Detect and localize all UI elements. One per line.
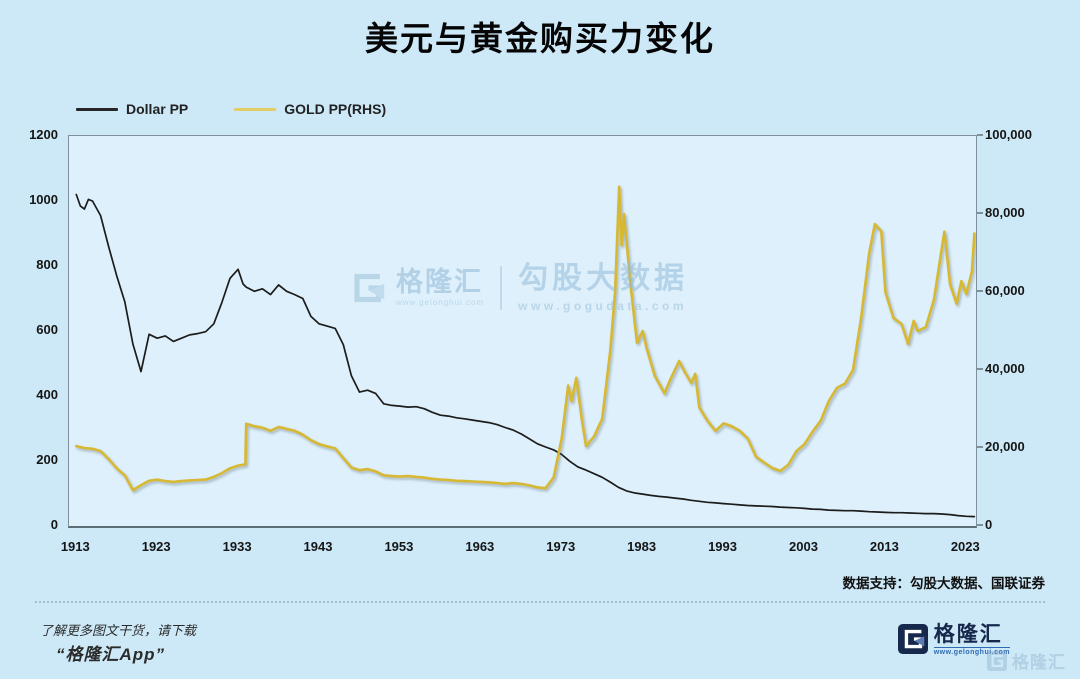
x-axis-tick-1913: 1913 <box>60 539 90 554</box>
x-axis-tick-2023: 2023 <box>950 539 980 554</box>
left-axis-tick-1200: 1200 <box>29 127 58 142</box>
left-axis-tick-0: 0 <box>50 517 58 532</box>
right-axis-tickmark <box>977 134 983 136</box>
right-axis-tick-20,000: 20,000 <box>985 439 1025 454</box>
x-axis-tick-1943: 1943 <box>303 539 333 554</box>
x-axis-tick-2003: 2003 <box>789 539 818 554</box>
right-axis-tickmark <box>977 212 983 214</box>
logo-brand-url: www.gelonghui.com <box>933 647 1010 656</box>
dollar-line-swatch <box>76 107 118 111</box>
left-axis-tick-800: 800 <box>36 257 58 272</box>
legend-item-dollar: Dollar PP <box>76 101 188 117</box>
right-axis-tick-80,000: 80,000 <box>985 205 1025 220</box>
legend-label-gold: GOLD PP(RHS) <box>284 101 387 117</box>
gelonghui-logo-icon-faded <box>987 650 1007 671</box>
series-dollar-pp <box>75 193 976 518</box>
right-axis-tick-60,000: 60,000 <box>985 283 1025 298</box>
line-chart <box>75 185 976 518</box>
x-axis-tick-2013: 2013 <box>869 539 899 554</box>
gelonghui-logo: 格隆汇 www.gelonghui.com <box>897 623 1010 656</box>
x-axis-tick-1933: 1933 <box>222 539 252 554</box>
left-axis-tick-600: 600 <box>36 322 58 337</box>
x-axis-tick-1963: 1963 <box>465 539 495 554</box>
footer-app-name: “格隆汇App” <box>56 645 166 664</box>
right-axis-tick-0: 0 <box>985 517 993 532</box>
x-axis-tick-1953: 1953 <box>384 539 414 554</box>
legend-item-gold: GOLD PP(RHS) <box>234 101 386 117</box>
legend: Dollar PP GOLD PP(RHS) <box>76 101 386 117</box>
x-axis-tick-1993: 1993 <box>708 539 737 554</box>
x-axis-tick-1923: 1923 <box>141 539 171 554</box>
data-source-note: 数据支持：勾股大数据、国联证券 <box>842 576 1046 591</box>
right-axis-tick-100,000: 100,000 <box>985 127 1032 142</box>
x-axis-tick-1973: 1973 <box>546 539 576 554</box>
logo-faded-name: 格隆汇 <box>1012 653 1066 672</box>
x-axis-tick-1983: 1983 <box>627 539 657 554</box>
footer-divider <box>35 601 1045 603</box>
chart-title: 美元与黄金购买力变化 <box>365 20 715 57</box>
plot-area <box>68 135 977 528</box>
legend-label-dollar: Dollar PP <box>126 101 189 117</box>
right-axis-tickmark <box>977 446 983 448</box>
series-gold-pp <box>75 185 976 492</box>
right-axis-tick-40,000: 40,000 <box>985 361 1025 376</box>
gelonghui-logo-faded: 格隆汇 <box>987 648 1066 673</box>
left-axis-tick-200: 200 <box>36 452 58 467</box>
gold-line-swatch <box>234 107 277 111</box>
logo-brand-name: 格隆汇 <box>933 623 1003 646</box>
footer-promo-text: 了解更多图文干货，请下载 <box>40 623 197 638</box>
left-axis-tick-1000: 1000 <box>29 192 58 207</box>
right-axis-tickmark <box>977 524 983 526</box>
gelonghui-logo-icon <box>897 624 928 654</box>
left-axis-tick-400: 400 <box>36 387 58 402</box>
right-axis-tickmark <box>977 368 983 370</box>
right-axis-tickmark <box>977 290 983 292</box>
